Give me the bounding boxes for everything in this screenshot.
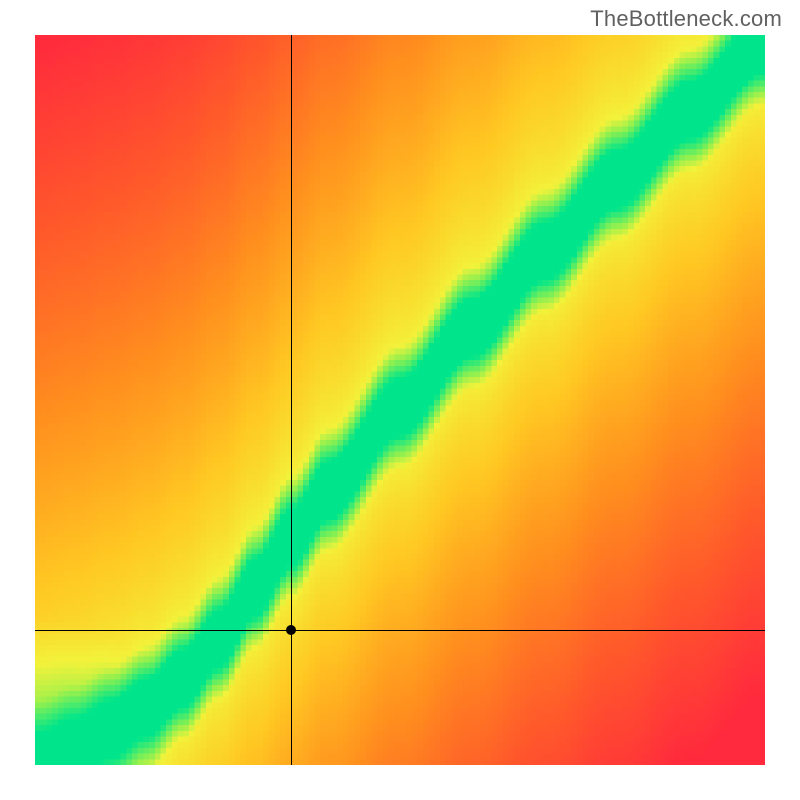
heatmap-canvas	[35, 35, 765, 765]
watermark-text: TheBottleneck.com	[590, 6, 782, 32]
bottleneck-heatmap	[35, 35, 765, 765]
selection-marker	[286, 625, 296, 635]
crosshair-vertical	[291, 35, 292, 765]
crosshair-horizontal	[35, 630, 765, 631]
